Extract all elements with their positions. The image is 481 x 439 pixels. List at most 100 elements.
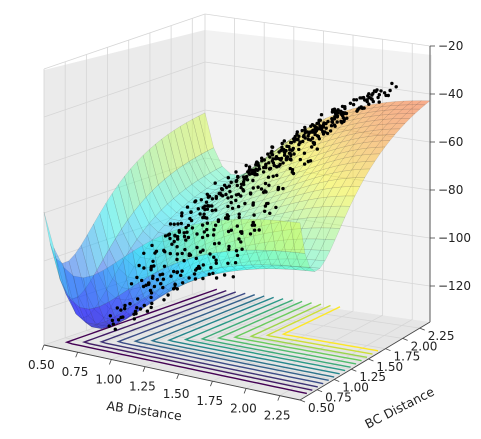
surface-patch <box>298 190 314 203</box>
scatter-point <box>172 239 176 244</box>
surface-patch <box>377 118 393 126</box>
surface-patch <box>349 131 365 141</box>
scatter-point <box>310 136 315 140</box>
surface-patch <box>323 165 339 176</box>
scatter-point <box>184 225 188 230</box>
y-tick-label: 2.25 <box>428 329 455 343</box>
scatter-point <box>162 264 167 268</box>
x-tick-mark <box>75 352 79 358</box>
scatter-point <box>254 161 259 165</box>
surface-patch <box>314 167 330 179</box>
scatter-point <box>341 116 346 120</box>
surface-patch <box>317 144 333 156</box>
scatter-point <box>251 220 255 225</box>
surface-patch <box>300 259 316 268</box>
surface-patch <box>350 177 366 187</box>
surface-patch <box>362 135 378 144</box>
surface-patch <box>145 239 162 251</box>
scatter-point <box>205 227 209 232</box>
surface-patch <box>315 155 332 167</box>
scatter-point <box>314 126 318 130</box>
surface-patch <box>184 239 201 256</box>
x-tick-label: 1.25 <box>129 380 156 394</box>
surface-patch <box>80 234 98 282</box>
surface-patch <box>325 227 341 241</box>
scatter-point <box>210 208 214 213</box>
surface-patch <box>324 153 341 164</box>
scatter-point <box>151 259 155 263</box>
scatter-point <box>379 89 383 93</box>
surface-patch <box>115 228 132 259</box>
scatter-point <box>235 183 239 188</box>
surface-patch <box>310 162 326 174</box>
scatter-point <box>107 324 111 328</box>
scatter-point <box>149 295 153 300</box>
scatter-point <box>170 242 174 246</box>
scatter-point <box>261 170 266 174</box>
scatter-point <box>315 147 319 151</box>
scatter-point <box>208 252 212 256</box>
scatter-point <box>230 206 235 210</box>
scatter-point <box>237 237 241 241</box>
surface-patch <box>196 223 212 237</box>
surface-patch <box>305 249 321 261</box>
surface-patch <box>186 228 203 243</box>
surface-patch <box>96 259 113 291</box>
x-tick-mark <box>210 381 213 387</box>
scatter-point <box>251 203 255 207</box>
surface-patch <box>56 258 73 300</box>
scatter-point <box>297 147 301 152</box>
scatter-point <box>274 205 278 210</box>
surface-patch <box>152 252 169 267</box>
y-tick-label: 0.50 <box>308 401 335 415</box>
surface-patch <box>218 177 235 183</box>
surface-patch <box>330 146 346 157</box>
surface-patch <box>209 169 226 182</box>
surface-patch <box>238 252 254 264</box>
surface-patch <box>308 147 324 159</box>
surface-patch <box>332 163 348 174</box>
scatter-point <box>210 204 214 208</box>
surface-patch <box>68 253 85 297</box>
surface-patch <box>90 324 109 329</box>
surface-patch <box>59 279 77 314</box>
scatter-point <box>201 248 205 252</box>
surface-patch <box>271 258 287 267</box>
scatter-point <box>119 308 123 312</box>
scatter-point <box>271 157 275 161</box>
scatter-point <box>149 291 154 295</box>
surface-patch <box>297 207 313 220</box>
surface-patch <box>102 264 120 303</box>
surface-patch <box>342 123 358 132</box>
scatter-point <box>360 96 364 100</box>
scatter-point <box>152 284 157 289</box>
surface-patch <box>330 195 346 207</box>
scatter-point <box>133 309 138 314</box>
scatter-point <box>206 204 210 208</box>
scatter-point <box>240 231 244 235</box>
scatter-point <box>324 121 328 126</box>
scatter-point <box>195 245 199 250</box>
surface-patch <box>266 193 283 205</box>
scatter-point <box>123 306 127 311</box>
y-tick-mark <box>299 399 306 403</box>
scatter-point <box>140 278 144 283</box>
scatter-point <box>342 119 346 124</box>
scatter-point <box>268 155 272 159</box>
scatter-point <box>291 171 296 176</box>
scatter-point <box>108 314 113 318</box>
surface-patch <box>142 149 159 192</box>
scatter-point <box>289 153 293 158</box>
surface-patch <box>294 266 311 271</box>
scatter-point <box>339 109 343 114</box>
scatter-point <box>272 163 276 168</box>
surface-patch <box>341 177 357 188</box>
surface-patch <box>353 136 369 145</box>
surface-patch <box>151 184 168 211</box>
surface-patch <box>285 251 301 268</box>
x-tick-label: 1.75 <box>196 394 223 408</box>
surface-patch <box>247 251 264 262</box>
scatter-point <box>196 207 200 211</box>
surface-patch <box>304 267 321 272</box>
scatter-point <box>256 185 260 189</box>
